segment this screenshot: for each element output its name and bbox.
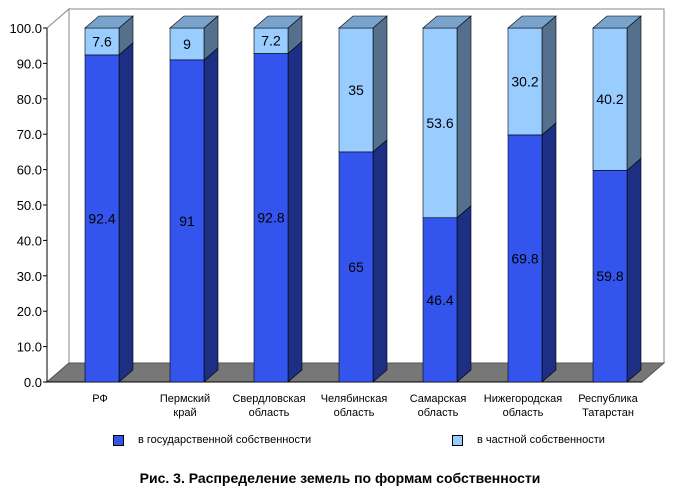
- bar-side-0: [203, 47, 219, 383]
- y-tick-label: 100.0: [9, 21, 42, 36]
- bar-side-1: [541, 15, 557, 136]
- data-label-1: 40.2: [596, 91, 623, 107]
- category-label: область: [418, 407, 459, 419]
- bar-segment-1: [253, 27, 289, 54]
- y-tick-label: 10.0: [17, 340, 42, 355]
- legend-label-private: в частной собственности: [477, 434, 605, 446]
- bar-side-0: [372, 139, 388, 383]
- data-label-1: 35: [348, 82, 364, 98]
- data-label-0: 69.8: [511, 250, 538, 266]
- figure-caption: Рис. 3. Распределение земель по формам с…: [139, 470, 541, 486]
- bar-segment-0: [338, 151, 374, 383]
- bar-segment-1: [507, 27, 543, 136]
- legend-swatch-state: [113, 434, 124, 446]
- bar-top: [84, 15, 134, 29]
- bar-side-1: [626, 15, 642, 171]
- bar-top: [169, 15, 219, 29]
- data-label-1: 7.6: [92, 33, 112, 49]
- y-tick-label: 90.0: [17, 56, 42, 71]
- bar-top: [253, 15, 303, 29]
- data-label-0: 92.8: [257, 210, 284, 226]
- bar-side-1: [372, 15, 388, 153]
- bar-side-0: [541, 122, 557, 383]
- category-label: область: [503, 407, 544, 419]
- y-tick-label: 70.0: [17, 127, 42, 142]
- data-label-0: 65: [348, 259, 364, 275]
- data-label-0: 46.4: [426, 292, 453, 308]
- y-tick-label: 40.0: [17, 233, 42, 248]
- bar-segment-0: [422, 217, 458, 383]
- legend-item-state: в государственной собственности: [113, 430, 311, 450]
- bar-segment-1: [84, 27, 120, 56]
- category-label: РФ: [92, 393, 108, 405]
- bar-top: [592, 15, 642, 29]
- bar-segment-1: [422, 27, 458, 219]
- bar-segment-0: [253, 53, 289, 383]
- category-label: область: [249, 407, 290, 419]
- data-label-1: 30.2: [511, 73, 538, 89]
- y-tick-label: 0.0: [24, 375, 42, 390]
- category-label: Пермский: [160, 393, 210, 405]
- data-label-1: 53.6: [426, 115, 453, 131]
- bar-side-0: [456, 205, 472, 383]
- bar-segment-1: [592, 27, 628, 171]
- y-tick-label: 20.0: [17, 304, 42, 319]
- category-label: Самарская: [410, 393, 467, 405]
- legend-label-state: в государственной собственности: [138, 434, 312, 446]
- category-label: Татарстан: [582, 407, 634, 419]
- left-wall: [46, 7, 70, 384]
- data-label-0: 91: [179, 213, 195, 229]
- bar-segment-0: [592, 170, 628, 383]
- y-tick-label: 80.0: [17, 92, 42, 107]
- category-label: Республика: [578, 393, 638, 405]
- bar-segment-1: [169, 27, 205, 61]
- y-tick-label: 30.0: [17, 269, 42, 284]
- category-label: область: [334, 407, 375, 419]
- category-label: Челябинская: [321, 393, 388, 405]
- data-label-0: 59.8: [596, 268, 623, 284]
- y-tick-label: 60.0: [17, 163, 42, 178]
- bar-side-0: [626, 157, 642, 383]
- bar-top: [507, 15, 557, 29]
- bar-segment-0: [169, 59, 205, 383]
- bar-side-0: [287, 40, 303, 383]
- bar-side-0: [118, 42, 134, 383]
- bar-top: [338, 15, 388, 29]
- legend-swatch-private: [452, 434, 463, 446]
- category-label: край: [173, 407, 196, 419]
- bar-segment-0: [507, 134, 543, 383]
- data-label-1: 9: [183, 36, 191, 52]
- category-label: Свердловская: [232, 393, 305, 405]
- bar-top: [422, 15, 472, 29]
- bar-segment-0: [84, 54, 120, 383]
- data-label-1: 7.2: [261, 33, 281, 49]
- y-tick-label: 50.0: [17, 198, 42, 213]
- data-label-0: 92.4: [88, 210, 115, 226]
- bar-side-1: [456, 15, 472, 219]
- category-label: Нижегородская: [484, 393, 563, 405]
- legend-item-private: в частной собственности: [452, 430, 605, 450]
- bar-segment-1: [338, 27, 374, 153]
